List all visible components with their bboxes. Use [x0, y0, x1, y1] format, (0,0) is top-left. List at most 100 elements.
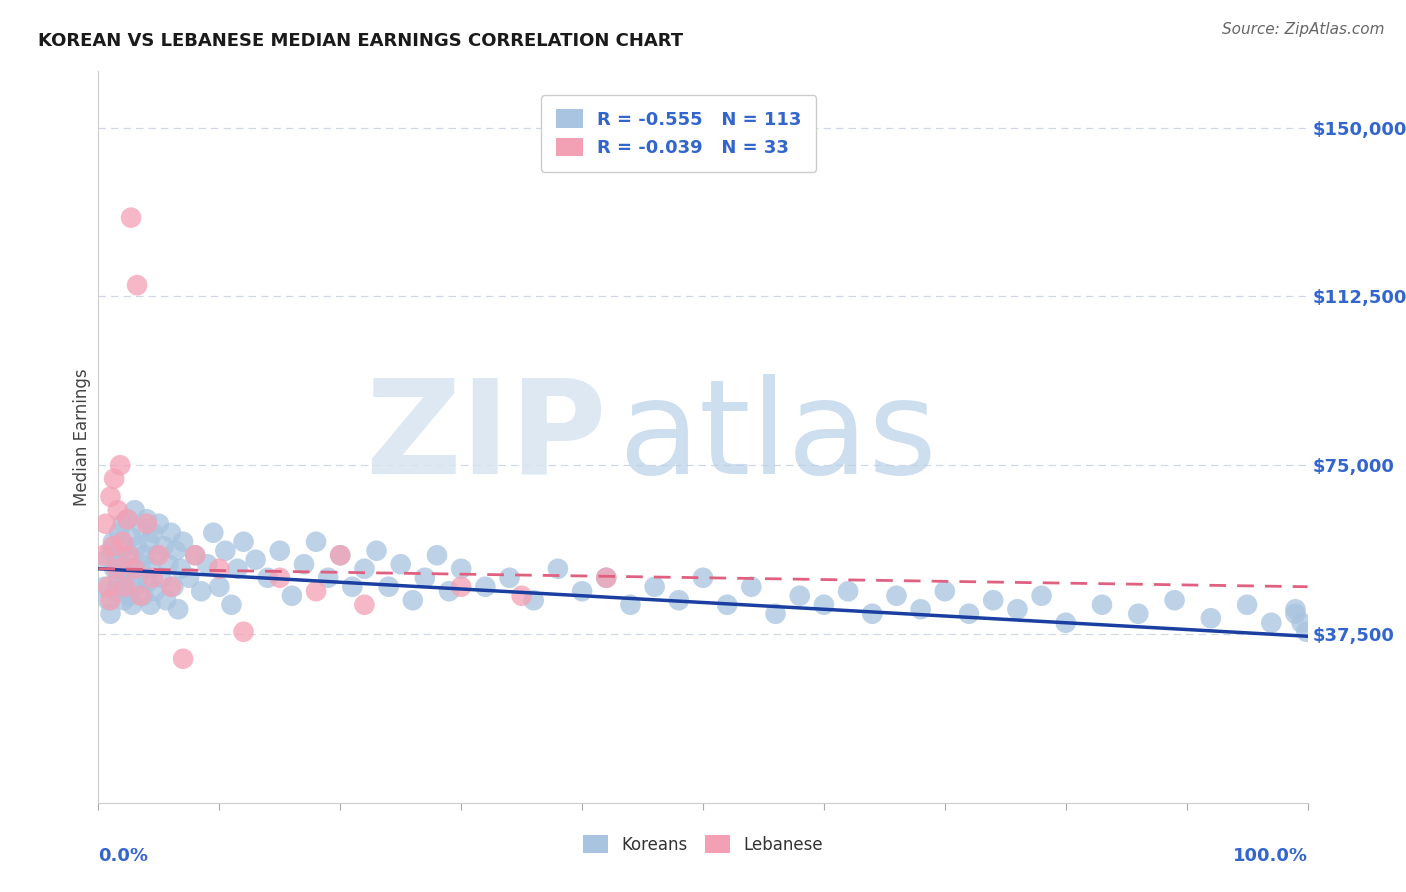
Point: [860, 607, 883, 621]
Point: [716, 598, 738, 612]
Point: [105, 562, 128, 576]
Point: [498, 571, 520, 585]
Point: [172, 534, 194, 549]
Point: [547, 562, 569, 576]
Point: [1260, 615, 1282, 630]
Point: [377, 580, 399, 594]
Point: [136, 575, 159, 590]
Point: [165, 543, 187, 558]
Point: [221, 598, 243, 612]
Legend: Koreans, Lebanese: Koreans, Lebanese: [576, 829, 830, 860]
Point: [402, 593, 425, 607]
Point: [112, 593, 135, 607]
Point: [100, 490, 122, 504]
Point: [269, 543, 291, 558]
Point: [107, 571, 129, 585]
Point: [129, 558, 152, 572]
Point: [101, 534, 124, 549]
Point: [124, 503, 146, 517]
Point: [437, 584, 460, 599]
Point: [292, 558, 315, 572]
Point: [305, 584, 328, 599]
Point: [1199, 611, 1222, 625]
Point: [105, 548, 128, 562]
Point: [1031, 589, 1053, 603]
Point: [644, 580, 666, 594]
Point: [142, 571, 165, 585]
Point: [813, 598, 835, 612]
Point: [269, 571, 291, 585]
Point: [184, 548, 207, 562]
Point: [232, 624, 254, 639]
Point: [145, 548, 167, 562]
Point: [103, 472, 125, 486]
Point: [117, 512, 139, 526]
Point: [108, 458, 131, 473]
Point: [143, 584, 166, 599]
Point: [104, 584, 127, 599]
Point: [1007, 602, 1029, 616]
Point: [245, 553, 267, 567]
Text: ZIP: ZIP: [364, 374, 606, 500]
Point: [329, 548, 352, 562]
Point: [118, 589, 141, 603]
Point: [139, 598, 162, 612]
Point: [1091, 598, 1114, 612]
Point: [353, 598, 375, 612]
Point: [97, 593, 120, 607]
Point: [450, 580, 472, 594]
Point: [886, 589, 908, 603]
Point: [115, 566, 138, 581]
Point: [232, 534, 254, 549]
Point: [125, 580, 148, 594]
Point: [122, 562, 145, 576]
Point: [957, 607, 980, 621]
Point: [366, 543, 388, 558]
Point: [120, 211, 142, 225]
Y-axis label: Median Earnings: Median Earnings: [73, 368, 91, 506]
Point: [132, 589, 155, 603]
Point: [91, 548, 114, 562]
Point: [120, 530, 142, 544]
Point: [150, 571, 173, 585]
Point: [114, 539, 136, 553]
Point: [342, 580, 364, 594]
Point: [668, 593, 690, 607]
Point: [162, 580, 184, 594]
Point: [155, 593, 177, 607]
Point: [160, 580, 183, 594]
Point: [256, 571, 278, 585]
Point: [692, 571, 714, 585]
Point: [135, 516, 157, 531]
Point: [93, 580, 115, 594]
Point: [281, 589, 304, 603]
Point: [129, 589, 152, 603]
Point: [1236, 598, 1258, 612]
Point: [1295, 624, 1317, 639]
Point: [157, 558, 180, 572]
Point: [740, 580, 762, 594]
Point: [1284, 607, 1306, 621]
Point: [389, 558, 412, 572]
Point: [97, 580, 120, 594]
Point: [208, 580, 231, 594]
Point: [934, 584, 956, 599]
Point: [595, 571, 617, 585]
Point: [138, 534, 160, 549]
Point: [510, 589, 533, 603]
Point: [179, 571, 201, 585]
Point: [141, 562, 163, 576]
Point: [167, 602, 190, 616]
Point: [169, 562, 191, 576]
Point: [202, 525, 225, 540]
Point: [474, 580, 496, 594]
Point: [353, 562, 375, 576]
Point: [619, 598, 641, 612]
Text: atlas: atlas: [619, 374, 938, 500]
Point: [413, 571, 436, 585]
Point: [765, 607, 787, 621]
Point: [329, 548, 352, 562]
Text: Source: ZipAtlas.com: Source: ZipAtlas.com: [1222, 22, 1385, 37]
Point: [1163, 593, 1185, 607]
Point: [111, 534, 134, 549]
